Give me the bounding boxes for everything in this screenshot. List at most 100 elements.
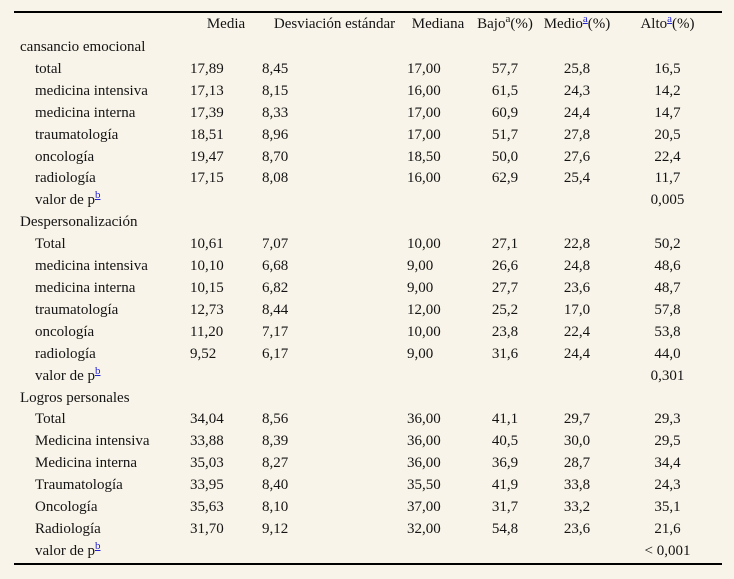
cell-sd: 8,96 <box>262 126 289 143</box>
cell-media: 10,10 <box>190 258 224 275</box>
cell-empty <box>190 388 262 410</box>
cell-mediana: 17,00 <box>407 60 441 77</box>
cell-media: 10,61 <box>190 236 224 253</box>
row-label: radiología <box>35 345 96 362</box>
column-header-suffix: (%) <box>587 16 611 33</box>
cell-alto: 29,5 <box>654 433 681 450</box>
table-body: cansancio emocional total 17,89 8,45 17,00 57… <box>14 37 722 563</box>
column-header-medio: Medioa(%) <box>541 13 613 37</box>
cell-empty <box>262 366 407 388</box>
cell-mediana: 17,00 <box>407 104 441 121</box>
footnote-a-ref: a <box>505 13 511 26</box>
column-header-desviaci-n-est-ndar: Desviación estándar <box>262 13 407 37</box>
cell-empty <box>541 388 613 410</box>
cell-empty <box>469 190 541 212</box>
footnote-b-link[interactable]: b <box>94 539 101 552</box>
cell-empty <box>262 37 407 59</box>
cell-empty <box>613 37 722 59</box>
cell-medio: 27,8 <box>563 126 591 143</box>
cell-mediana: 32,00 <box>407 520 441 537</box>
cell-sd: 7,17 <box>262 323 289 340</box>
cell-empty <box>541 190 613 212</box>
cell-mediana: 16,00 <box>407 170 441 187</box>
cell-medio: 25,4 <box>563 170 591 187</box>
footnote-b-link[interactable]: b <box>94 189 101 202</box>
cell-media: 17,39 <box>190 104 224 121</box>
row-label: Radiología <box>35 520 101 537</box>
row-label: medicina intensiva <box>35 258 148 275</box>
row-label: Total <box>35 236 66 253</box>
cell-media: 9,52 <box>190 345 217 362</box>
cell-sd: 6,68 <box>262 258 289 275</box>
table-row: traumatología 12,73 8,44 12,00 25,2 17,0 57,8 <box>14 300 722 322</box>
cell-bajo: 61,5 <box>491 82 519 99</box>
cell-empty <box>613 212 722 234</box>
cell-sd: 8,44 <box>262 301 289 318</box>
table-header: Media Desviación estándar Mediana Bajoa(%) M… <box>14 13 722 37</box>
p-value-row: valor de pb 0,301 <box>14 364 722 388</box>
cell-sd: 8,40 <box>262 477 289 494</box>
cell-medio: 33,2 <box>563 499 591 516</box>
row-label: Medicina interna <box>35 455 138 472</box>
table-row: Total 34,04 8,56 36,00 41,1 29,7 29,3 <box>14 409 722 431</box>
table-row: total 17,89 8,45 17,00 57,7 25,8 16,5 <box>14 59 722 81</box>
cell-empty <box>190 190 262 212</box>
cell-alto: 11,7 <box>654 170 681 187</box>
column-header-empty <box>14 13 190 37</box>
cell-empty <box>541 212 613 234</box>
cell-empty <box>407 366 469 388</box>
cell-medio: 24,4 <box>563 345 591 362</box>
cell-mediana: 18,50 <box>407 148 441 165</box>
p-value-label-text: valor de p <box>35 367 95 384</box>
cell-bajo: 62,9 <box>491 170 519 187</box>
cell-alto: 29,3 <box>654 411 681 428</box>
cell-mediana: 36,00 <box>407 455 441 472</box>
cell-sd: 8,08 <box>262 170 289 187</box>
cell-mediana: 12,00 <box>407 301 441 318</box>
p-value-label: valor de pb <box>14 364 190 388</box>
footnote-a-link[interactable]: a <box>667 13 673 26</box>
row-label: traumatología <box>35 301 119 318</box>
footnote-b-link[interactable]: b <box>94 364 101 377</box>
cell-bajo: 27,7 <box>491 279 519 296</box>
cell-medio: 22,4 <box>563 323 591 340</box>
p-value-label: valor de pb <box>14 539 190 563</box>
row-label: Total <box>35 411 66 428</box>
row-label: radiología <box>35 170 96 187</box>
cell-alto: 14,2 <box>654 82 681 99</box>
column-header-label: Medio <box>543 16 583 33</box>
cell-mediana: 16,00 <box>407 82 441 99</box>
cell-alto: 14,7 <box>654 104 681 121</box>
cell-media: 10,15 <box>190 279 224 296</box>
cell-sd: 8,56 <box>262 411 289 428</box>
cell-mediana: 10,00 <box>407 236 441 253</box>
cell-mediana: 10,00 <box>407 323 441 340</box>
cell-sd: 6,82 <box>262 279 289 296</box>
cell-bajo: 26,6 <box>491 258 519 275</box>
cell-mediana: 37,00 <box>407 499 441 516</box>
row-label: medicina interna <box>35 104 136 121</box>
row-label: Oncología <box>35 499 98 516</box>
cell-bajo: 60,9 <box>491 104 519 121</box>
section-label: Despersonalización <box>20 214 138 231</box>
table-row: medicina interna 10,15 6,82 9,00 27,7 23,6 48,… <box>14 278 722 300</box>
cell-empty <box>469 212 541 234</box>
cell-empty <box>262 388 407 410</box>
cell-bajo: 31,6 <box>491 345 519 362</box>
table-row: medicina intensiva 10,10 6,68 9,00 26,6 24,8 4… <box>14 256 722 278</box>
column-header-label: Alto <box>640 16 668 33</box>
cell-medio: 33,8 <box>563 477 591 494</box>
cell-alto: 16,5 <box>654 60 681 77</box>
cell-media: 33,95 <box>190 477 224 494</box>
cell-empty <box>262 541 407 563</box>
table-row: oncología 11,20 7,17 10,00 23,8 22,4 53,8 <box>14 322 722 344</box>
row-label: traumatología <box>35 126 119 143</box>
cell-media: 31,70 <box>190 520 224 537</box>
section-row: Logros personales <box>14 388 722 410</box>
footnote-a-link[interactable]: a <box>582 13 588 26</box>
cell-empty <box>469 366 541 388</box>
cell-media: 17,89 <box>190 60 224 77</box>
cell-sd: 8,39 <box>262 433 289 450</box>
table-row: radiología 9,52 6,17 9,00 31,6 24,4 44,0 <box>14 344 722 366</box>
cell-alto: 20,5 <box>654 126 681 143</box>
